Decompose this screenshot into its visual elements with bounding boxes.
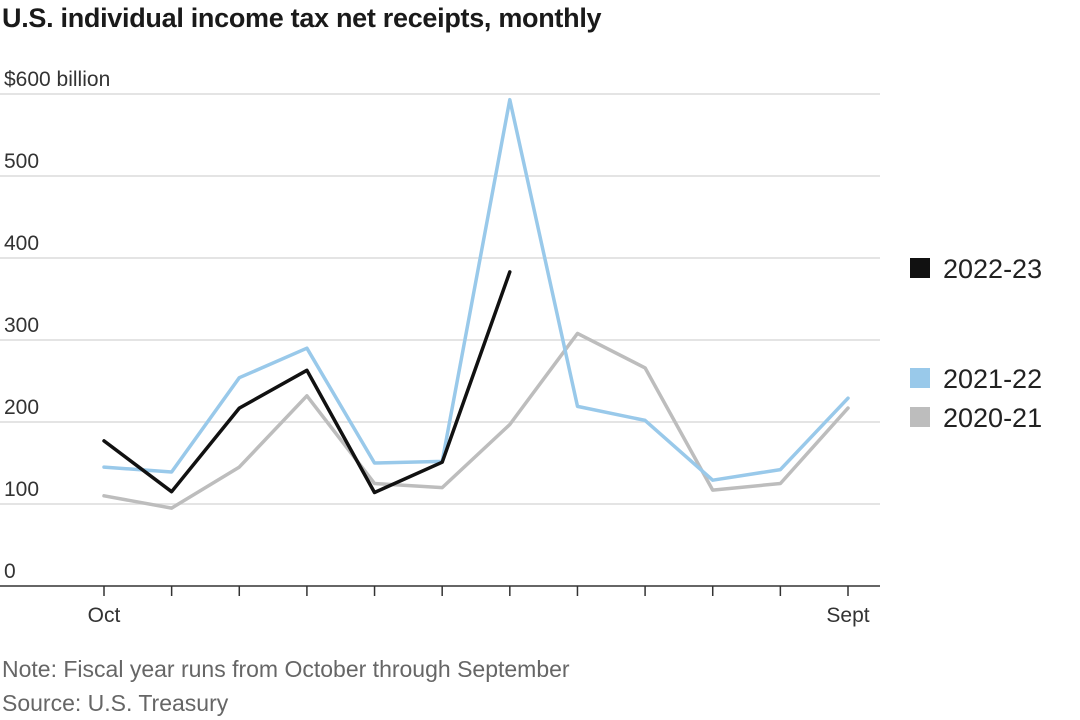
legend-swatch-2022-23 — [910, 258, 930, 278]
series-line-2020-21 — [102, 331, 850, 510]
legend-label-2022-23: 2022-23 — [943, 254, 1042, 284]
y-tick-label-500: 500 — [4, 150, 39, 173]
series-line-2021-22 — [102, 97, 850, 482]
x-tick-label-oct: Oct — [88, 604, 121, 627]
x-tick-label-sept: Sept — [826, 604, 869, 627]
y-tick-label-400: 400 — [4, 232, 39, 255]
legend-label-2020-21: 2020-21 — [943, 403, 1042, 433]
series-line-2022-23 — [102, 270, 512, 495]
chart-note: Note: Fiscal year runs from October thro… — [2, 656, 570, 682]
y-tick-label-100: 100 — [4, 478, 39, 501]
y-tick-label-0: 0 — [4, 560, 16, 583]
chart-title: U.S. individual income tax net receipts,… — [2, 3, 602, 33]
chart-source: Source: U.S. Treasury — [2, 690, 229, 716]
legend-swatch-2021-22 — [910, 368, 930, 388]
y-tick-label-600: $600 billion — [4, 68, 110, 91]
legend-label-2021-22: 2021-22 — [943, 364, 1042, 394]
legend-swatch-2020-21 — [910, 407, 930, 427]
y-tick-label-200: 200 — [4, 396, 39, 419]
y-tick-label-300: 300 — [4, 314, 39, 337]
